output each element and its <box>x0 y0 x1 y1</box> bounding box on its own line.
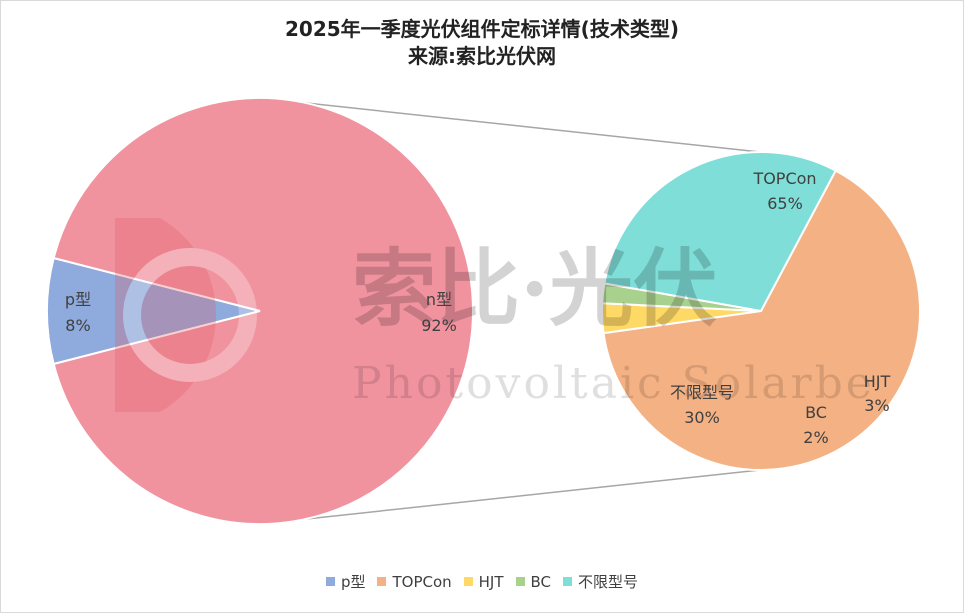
main-pie-slice-n-type <box>52 97 474 525</box>
watermark-logo <box>115 218 257 412</box>
legend-item-slice-5: 不限型号 <box>563 571 638 592</box>
legend-label: 不限型号 <box>578 573 639 591</box>
label-hjt-name: HJT <box>864 372 891 391</box>
legend-label: HJT <box>478 573 504 591</box>
watermark-chinese-text: 索比·光伏 <box>352 239 717 338</box>
connector-line-top <box>259 97 761 153</box>
chart-title: 2025年一季度光伏组件定标详情(技术类型) 来源:索比光伏网 <box>0 16 964 70</box>
label-slice-4-name: 不限型号 <box>670 383 734 402</box>
watermark-english-text: Photovoltaic Solarbe <box>352 358 875 409</box>
label-bc-name: BC <box>805 403 827 422</box>
label-n-type-name: n型 <box>426 290 452 309</box>
main-pie <box>46 97 474 525</box>
legend-label: p型 <box>340 573 366 591</box>
sub-pie <box>601 151 921 471</box>
legend-swatch <box>325 577 335 586</box>
label-topcon-percent: 65% <box>767 194 803 213</box>
connector-lines <box>259 97 761 525</box>
main-pie-slice-p-type <box>46 256 261 366</box>
title-line-1: 2025年一季度光伏组件定标详情(技术类型) <box>285 17 679 41</box>
legend-item-topcon: TOPCon <box>377 573 452 591</box>
legend-item-bc: BC <box>515 573 552 591</box>
label-topcon-name: TOPCon <box>752 169 816 188</box>
data-labels: p型 8% n型 92% TOPCon 65% HJT 3% BC 2% 不限型号 30% <box>65 169 891 447</box>
legend: p型 TOPCon HJT BC 不限型号 <box>0 571 964 592</box>
label-p-type-name: p型 <box>65 290 91 309</box>
sub-pie-slice-slice-4 <box>603 151 838 313</box>
legend-item-hjt: HJT <box>463 573 504 591</box>
label-slice-4-percent: 30% <box>684 408 720 427</box>
legend-swatch <box>377 577 387 586</box>
watermark: 索比·光伏 Photovoltaic Solarbe <box>115 218 875 412</box>
label-bc-percent: 2% <box>803 428 828 447</box>
connector-line-bottom <box>259 469 761 525</box>
label-n-type-percent: 92% <box>421 316 457 335</box>
legend-label: TOPCon <box>392 573 452 591</box>
legend-swatch <box>563 577 573 586</box>
legend-swatch <box>515 577 525 586</box>
legend-item-p: p型 <box>325 571 366 592</box>
title-line-2: 来源:索比光伏网 <box>408 44 556 68</box>
legend-swatch <box>463 577 473 586</box>
label-hjt-percent: 3% <box>864 396 889 415</box>
label-p-type-percent: 8% <box>65 316 90 335</box>
legend-label: BC <box>530 573 552 591</box>
sub-pie-slice-topcon <box>602 169 921 471</box>
